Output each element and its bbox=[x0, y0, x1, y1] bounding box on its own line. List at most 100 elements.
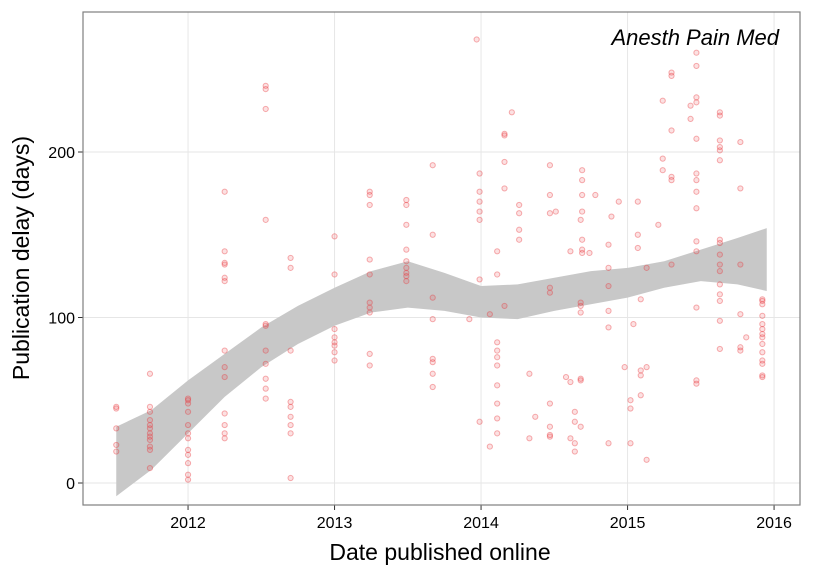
data-point bbox=[494, 362, 501, 369]
data-point bbox=[716, 291, 723, 298]
data-point bbox=[693, 238, 700, 245]
data-point bbox=[668, 72, 675, 79]
data-point bbox=[759, 372, 766, 379]
confidence-band bbox=[116, 228, 767, 497]
data-point bbox=[494, 354, 501, 361]
data-point bbox=[184, 460, 192, 467]
data-point bbox=[494, 430, 501, 437]
data-point bbox=[146, 408, 154, 415]
data-point bbox=[494, 415, 501, 422]
data-point bbox=[221, 430, 228, 437]
data-point bbox=[526, 370, 533, 377]
data-point bbox=[579, 249, 586, 257]
data-point bbox=[716, 143, 723, 151]
data-point bbox=[221, 364, 228, 371]
data-point bbox=[668, 173, 675, 180]
data-point bbox=[476, 418, 483, 425]
data-point bbox=[486, 311, 493, 318]
data-point bbox=[146, 443, 154, 450]
data-point bbox=[693, 62, 700, 70]
data-point bbox=[429, 294, 436, 301]
data-point bbox=[494, 271, 501, 278]
data-point bbox=[403, 221, 410, 228]
data-point bbox=[621, 364, 628, 371]
data-point bbox=[287, 398, 294, 405]
data-point bbox=[287, 474, 294, 482]
data-point bbox=[287, 264, 294, 271]
data-point bbox=[552, 208, 559, 215]
data-point bbox=[759, 312, 766, 319]
data-point bbox=[737, 311, 744, 318]
data-point bbox=[146, 370, 154, 377]
data-point bbox=[429, 231, 436, 238]
data-point bbox=[759, 349, 766, 356]
y-axis-label: Publication delay (days) bbox=[8, 136, 34, 380]
data-point bbox=[146, 425, 154, 432]
data-point bbox=[577, 423, 584, 430]
data-point bbox=[113, 425, 120, 432]
data-point bbox=[579, 167, 586, 174]
data-point bbox=[366, 299, 373, 306]
data-point bbox=[579, 191, 586, 199]
data-point bbox=[716, 281, 723, 288]
data-point bbox=[659, 97, 666, 104]
data-point bbox=[366, 350, 373, 358]
data-point bbox=[429, 383, 436, 391]
data-point bbox=[429, 316, 436, 323]
data-point bbox=[146, 464, 154, 472]
data-point bbox=[659, 155, 666, 162]
data-point bbox=[759, 334, 766, 341]
data-point bbox=[687, 115, 694, 123]
data-point bbox=[501, 302, 508, 310]
data-point bbox=[668, 69, 675, 76]
data-point bbox=[605, 282, 612, 290]
data-point bbox=[659, 167, 666, 174]
data-point bbox=[262, 105, 269, 113]
data-point bbox=[605, 264, 612, 271]
data-point bbox=[627, 397, 634, 404]
data-point bbox=[366, 256, 373, 263]
data-point bbox=[668, 261, 675, 268]
data-point bbox=[287, 421, 294, 429]
data-point bbox=[716, 261, 723, 268]
data-point bbox=[567, 378, 574, 386]
data-point bbox=[494, 339, 501, 346]
data-point bbox=[716, 112, 723, 119]
data-point bbox=[262, 216, 269, 223]
data-point bbox=[687, 102, 694, 109]
data-point bbox=[577, 299, 584, 306]
data-point bbox=[577, 216, 584, 223]
data-point bbox=[637, 296, 644, 303]
data-point bbox=[716, 147, 723, 154]
data-point bbox=[693, 99, 700, 106]
data-point bbox=[403, 196, 410, 204]
x-tick-label: 2014 bbox=[463, 515, 499, 532]
data-point bbox=[643, 264, 650, 271]
data-point bbox=[608, 213, 615, 220]
data-point bbox=[476, 188, 483, 195]
data-point bbox=[579, 246, 586, 253]
data-point bbox=[146, 403, 154, 410]
data-point bbox=[546, 431, 554, 439]
data-point bbox=[634, 244, 641, 252]
data-point bbox=[184, 476, 192, 483]
data-point bbox=[429, 359, 436, 366]
data-point bbox=[693, 94, 700, 101]
data-point bbox=[221, 261, 228, 268]
data-point bbox=[546, 284, 554, 291]
data-point bbox=[630, 321, 637, 328]
data-point bbox=[693, 248, 700, 255]
data-point bbox=[759, 340, 766, 348]
data-point bbox=[184, 395, 192, 402]
data-point bbox=[579, 177, 586, 184]
data-point bbox=[494, 248, 501, 255]
x-tick-label: 2016 bbox=[756, 515, 792, 532]
data-point bbox=[221, 188, 228, 195]
data-point bbox=[605, 241, 612, 248]
data-point bbox=[113, 441, 120, 449]
data-point bbox=[546, 289, 554, 296]
data-point bbox=[634, 198, 641, 205]
data-point bbox=[476, 276, 483, 283]
data-point bbox=[501, 158, 508, 166]
